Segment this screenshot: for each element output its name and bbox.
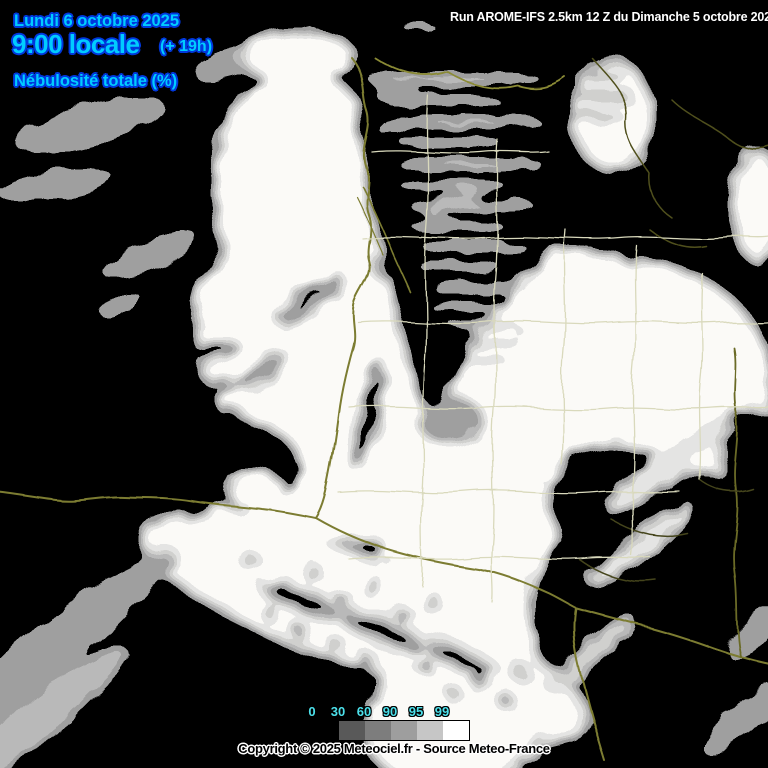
legend-cell xyxy=(365,721,391,740)
legend-label-99: 99 xyxy=(434,704,450,719)
legend-color-scale xyxy=(312,720,470,741)
borders-layer xyxy=(0,57,768,763)
legend-cell xyxy=(417,721,443,740)
layer-name: Nébulosité totale (%) xyxy=(14,72,178,90)
forecast-time: 9:00 locale xyxy=(12,29,140,59)
copyright-text: Copyright © 2025 Meteociel.fr - Source M… xyxy=(238,741,550,756)
legend-label-95: 95 xyxy=(408,704,424,719)
legend-label-0: 0 xyxy=(308,704,316,719)
forecast-date: Lundi 6 octobre 2025 xyxy=(14,12,180,30)
legend-cell xyxy=(391,721,417,740)
forecast-run-offset: (+ 19h) xyxy=(160,38,213,55)
legend-label-60: 60 xyxy=(356,704,372,719)
legend-cell xyxy=(443,721,469,740)
legend-label-90: 90 xyxy=(382,704,398,719)
legend-cell xyxy=(339,721,365,740)
legend-cell xyxy=(313,721,339,740)
legend-label-30: 30 xyxy=(330,704,346,719)
run-info-bar: Run AROME-IFS 2.5km 12 Z du Dimanche 5 o… xyxy=(450,8,768,27)
